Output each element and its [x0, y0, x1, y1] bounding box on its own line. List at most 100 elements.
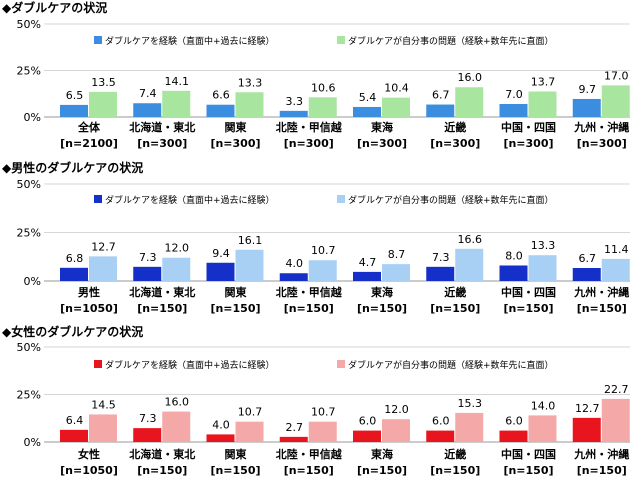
category-n-label: [n=1050]: [60, 464, 118, 477]
category-n-label: [n=150]: [430, 302, 480, 315]
category-n-label: [n=150]: [284, 302, 334, 315]
y-tick-label: 0%: [24, 436, 41, 449]
category-n-label: [n=300]: [357, 137, 407, 150]
bar: [601, 258, 630, 281]
data-label: 4.7: [359, 256, 377, 269]
category-label: 中国・四国: [501, 285, 556, 299]
bar: [601, 398, 630, 442]
data-label: 2.7: [286, 421, 304, 434]
legend-swatch: [94, 195, 102, 203]
bar: [528, 415, 557, 442]
data-label: 14.5: [91, 398, 116, 411]
chart-title: ◆女性のダブルケアの状況: [2, 324, 143, 339]
data-label: 15.3: [458, 397, 483, 410]
data-label: 8.0: [505, 249, 523, 262]
data-label: 22.7: [604, 383, 629, 396]
legend-label: ダブルケアを経験（直面中+過去に経験）: [105, 359, 275, 371]
bar: [455, 248, 484, 281]
category-label: 東海: [371, 447, 393, 461]
data-label: 13.3: [238, 76, 263, 89]
data-label: 6.0: [432, 415, 450, 428]
bar: [426, 430, 455, 442]
bar: [353, 271, 381, 281]
category-label: 九州・沖縄: [573, 120, 629, 134]
data-label: 7.3: [139, 412, 157, 425]
data-label: 16.0: [458, 71, 483, 84]
data-label: 12.7: [91, 240, 116, 253]
bar: [308, 97, 337, 117]
bar: [528, 91, 557, 117]
bar: [382, 264, 410, 281]
category-n-label: [n=150]: [210, 464, 260, 477]
bar: [133, 103, 162, 117]
bar: [528, 255, 557, 281]
bar: [353, 106, 381, 117]
bar: [279, 273, 308, 281]
y-tick-label: 0%: [24, 111, 41, 124]
data-label: 9.4: [212, 247, 230, 260]
y-tick-label: 25%: [17, 389, 41, 402]
legend-swatch: [94, 360, 102, 368]
data-label: 11.4: [604, 243, 629, 256]
bar: [89, 91, 117, 117]
category-label: 中国・四国: [501, 120, 556, 134]
data-label: 7.0: [505, 88, 523, 101]
bar: [206, 434, 235, 442]
chart-title: ◆ダブルケアの状況: [2, 0, 107, 15]
data-label: 12.0: [165, 242, 190, 255]
legend-swatch: [94, 36, 102, 44]
legend-label: ダブルケアが自分事の問題（経験+数年先に直面）: [348, 194, 554, 206]
category-n-label: [n=300]: [577, 137, 627, 150]
data-label: 10.6: [311, 81, 336, 94]
category-label: 男性: [78, 285, 100, 299]
bar: [426, 266, 455, 281]
bar: [60, 267, 88, 281]
category-n-label: [n=300]: [430, 137, 480, 150]
data-label: 6.0: [359, 415, 377, 428]
category-label: 全体: [77, 120, 101, 134]
data-label: 8.7: [388, 248, 406, 261]
data-label: 12.7: [575, 402, 600, 415]
category-n-label: [n=150]: [284, 464, 334, 477]
category-n-label: [n=150]: [577, 464, 627, 477]
bar: [353, 430, 381, 442]
category-n-label: [n=150]: [430, 464, 480, 477]
category-label: 東海: [371, 285, 393, 299]
category-n-label: [n=150]: [357, 302, 407, 315]
category-n-label: [n=150]: [137, 302, 187, 315]
bar: [572, 417, 601, 442]
bar: [308, 421, 337, 442]
data-label: 7.3: [432, 251, 450, 264]
bar: [455, 87, 484, 117]
data-label: 6.7: [579, 252, 597, 265]
category-n-label: [n=150]: [137, 464, 187, 477]
data-label: 16.1: [238, 234, 263, 247]
bar: [279, 110, 308, 117]
data-label: 6.4: [66, 414, 84, 427]
y-tick-label: 25%: [17, 227, 41, 240]
bar: [426, 104, 455, 117]
chart-title: ◆男性のダブルケアの状況: [2, 160, 143, 175]
data-label: 3.3: [286, 95, 304, 108]
category-n-label: [n=150]: [503, 464, 553, 477]
bar: [308, 260, 337, 281]
bar: [60, 429, 88, 442]
legend-swatch: [337, 36, 345, 44]
data-label: 6.6: [212, 89, 230, 102]
category-label: 中国・四国: [501, 447, 556, 461]
category-n-label: [n=300]: [284, 137, 334, 150]
legend-label: ダブルケアが自分事の問題（経験+数年先に直面）: [348, 359, 554, 371]
legend-label: ダブルケアを経験（直面中+過去に経験）: [105, 35, 275, 47]
y-tick-label: 50%: [17, 18, 41, 31]
bar: [455, 412, 484, 442]
data-label: 5.4: [359, 91, 377, 104]
bar: [162, 411, 191, 442]
category-n-label: [n=300]: [210, 137, 260, 150]
data-label: 10.7: [311, 244, 336, 257]
category-label: 九州・沖縄: [573, 447, 629, 461]
bar: [235, 249, 264, 281]
bar: [162, 90, 191, 117]
bar: [206, 104, 235, 117]
data-label: 12.0: [384, 403, 409, 416]
